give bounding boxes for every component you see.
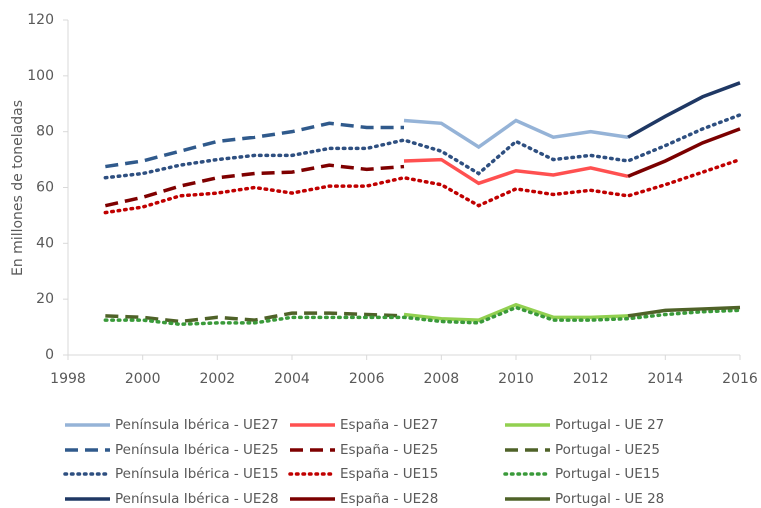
series-line [103, 113, 742, 180]
x-tick-label: 2008 [424, 371, 460, 387]
series-line [104, 163, 405, 208]
y-axis-label: En millones de toneladas [10, 100, 26, 276]
series-line [103, 305, 742, 327]
series-line [627, 305, 741, 318]
series-line [627, 127, 741, 178]
x-tick-label: 2002 [200, 371, 236, 387]
legend-label: Península Ibérica - UE15 [115, 466, 279, 482]
x-tick-label: 2004 [274, 371, 310, 387]
x-tick-label: 1998 [50, 371, 86, 387]
x-tick-label: 2016 [722, 371, 758, 387]
legend-label: España - UE25 [340, 442, 438, 458]
legend-label: Portugal - UE15 [555, 466, 660, 482]
legend-label: España - UE15 [340, 466, 438, 482]
x-tick-label: 2014 [648, 371, 684, 387]
legend-label: Península Ibérica - UE25 [115, 442, 279, 458]
series-line [103, 157, 742, 215]
legend-label: Península Ibérica - UE28 [115, 491, 279, 507]
y-tick-label: 100 [27, 68, 54, 84]
y-tick-label: 40 [36, 235, 54, 251]
legend-label: Portugal - UE 27 [555, 417, 664, 433]
y-tick-label: 0 [45, 347, 54, 363]
legend: Península Ibérica - UE27 España - UE27 Por… [63, 417, 664, 507]
series-line [403, 118, 629, 150]
x-tick-label: 2000 [125, 371, 161, 387]
series-line [403, 302, 629, 322]
y-tick-label: 60 [36, 180, 54, 196]
series-line [105, 311, 405, 324]
x-tick-label: 2010 [498, 371, 534, 387]
x-tick-label: 2006 [349, 371, 385, 387]
series-line [105, 121, 404, 169]
y-tick-label: 20 [36, 291, 54, 307]
series-line [627, 81, 741, 139]
legend-label: Portugal - UE 28 [555, 491, 664, 507]
x-tick-label: 2012 [573, 371, 609, 387]
legend-label: Península Ibérica - UE27 [115, 417, 279, 433]
legend-label: Portugal - UE25 [555, 442, 660, 458]
legend-label: España - UE28 [340, 491, 438, 507]
y-tick-label: 80 [36, 124, 54, 140]
y-tick-label: 120 [27, 12, 54, 28]
legend-label: España - UE27 [340, 417, 438, 433]
series-line [403, 157, 629, 186]
